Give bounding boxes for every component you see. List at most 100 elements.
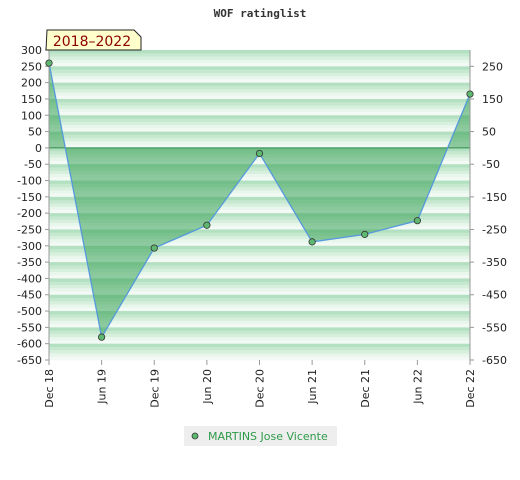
background-band <box>49 216 470 221</box>
series-area <box>49 63 470 338</box>
background-band <box>49 174 470 178</box>
background-band <box>49 112 470 116</box>
background-band <box>49 222 470 227</box>
y-tick-label-left: -100 <box>17 175 42 188</box>
background-band <box>49 63 470 67</box>
data-point[interactable] <box>150 244 158 252</box>
background-band <box>49 340 470 345</box>
background-band <box>49 196 470 201</box>
y-tick-label-left: 50 <box>28 126 42 139</box>
background-band <box>49 337 470 341</box>
background-band <box>49 343 470 348</box>
y-tick-label-left: -200 <box>17 207 42 220</box>
background-band <box>49 333 470 338</box>
y-tick-label-left: -550 <box>17 321 42 334</box>
background-band <box>49 167 470 172</box>
background-band <box>49 59 470 64</box>
data-point[interactable] <box>45 59 53 67</box>
background-band <box>49 252 470 256</box>
data-point[interactable] <box>308 238 316 246</box>
background-band <box>49 275 470 279</box>
x-tick-label: Jun 22 <box>411 369 424 405</box>
background-band <box>49 255 470 260</box>
background-band <box>49 206 470 211</box>
y-tick-label-right: -650 <box>482 354 507 367</box>
legend[interactable]: MARTINS Jose Vicente <box>184 426 337 446</box>
data-point[interactable] <box>255 149 264 158</box>
background-band <box>49 350 470 354</box>
background-band <box>49 76 470 80</box>
background-band <box>49 66 470 70</box>
background-band <box>49 314 470 318</box>
background-band <box>49 138 470 142</box>
background-band <box>49 98 470 103</box>
background-band <box>49 105 470 110</box>
data-point[interactable] <box>98 333 106 341</box>
background-band <box>49 108 470 113</box>
background-band <box>49 284 470 289</box>
background-band <box>49 236 470 240</box>
background-band <box>49 125 470 129</box>
background-band <box>49 141 470 146</box>
y-tick-label-left: 250 <box>21 60 42 73</box>
background-band <box>49 200 470 204</box>
y-tick-label-left: 0 <box>35 142 42 155</box>
y-tick-label-right: -150 <box>482 191 507 204</box>
period-label: 2018–2022 <box>53 34 131 50</box>
background-band <box>49 291 470 296</box>
y-tick-label-right: -550 <box>482 321 507 334</box>
background-band <box>49 271 470 276</box>
background-band <box>49 69 470 74</box>
data-point[interactable] <box>361 230 369 238</box>
x-tick-label: Dec 20 <box>254 369 267 408</box>
background-band <box>49 79 470 84</box>
y-tick-label-right: -450 <box>482 289 507 302</box>
legend-series-name: MARTINS Jose Vicente <box>208 430 328 443</box>
background-band <box>49 157 470 162</box>
background-band <box>49 330 470 335</box>
background-band <box>49 50 470 54</box>
background-band <box>49 353 470 358</box>
y-axis-left: 300 250 200 150 100 50 0 -50 -100 -150 -200 -250 -30… <box>17 44 50 367</box>
background-band <box>49 56 470 61</box>
background-band <box>49 92 470 97</box>
background-band <box>49 320 470 325</box>
data-point[interactable] <box>203 221 211 229</box>
y-tick-label-right: 250 <box>482 60 503 73</box>
background-band <box>49 294 470 299</box>
background-band <box>49 183 470 188</box>
background-band <box>49 209 470 214</box>
y-tick-label-left: 150 <box>21 93 42 106</box>
background-band <box>49 180 470 185</box>
data-point[interactable] <box>466 90 474 98</box>
background-band <box>49 324 470 328</box>
y-tick-label-left: -350 <box>17 256 42 269</box>
x-tick-label: Dec 19 <box>148 369 161 408</box>
background-band <box>49 193 470 198</box>
background-band <box>49 177 470 181</box>
y-tick-label-left: 200 <box>21 77 42 90</box>
background-band <box>49 245 470 250</box>
y-tick-label-left: -600 <box>17 338 42 351</box>
background-band <box>49 298 470 302</box>
background-band <box>49 232 470 237</box>
data-points <box>45 59 474 341</box>
y-tick-label-left: -400 <box>17 272 42 285</box>
y-tick-label-right: -350 <box>482 256 507 269</box>
data-point[interactable] <box>413 217 421 225</box>
x-tick-label: Dec 21 <box>359 369 372 408</box>
background-band <box>49 213 470 217</box>
background-band <box>49 268 470 273</box>
y-tick-label-left: -300 <box>17 240 42 253</box>
background-band <box>49 131 470 136</box>
background-band <box>49 85 470 90</box>
background-band <box>49 102 470 106</box>
legend-marker <box>191 432 199 440</box>
background-band <box>49 134 470 139</box>
background-band <box>49 304 470 309</box>
x-tick-label: Jun 19 <box>96 369 109 405</box>
background-band <box>49 115 470 119</box>
background-band <box>49 53 470 57</box>
x-axis: Dec 18 Jun 19 Dec 19 Jun 20 Dec 20 Jun 21 Dec … <box>43 360 477 408</box>
